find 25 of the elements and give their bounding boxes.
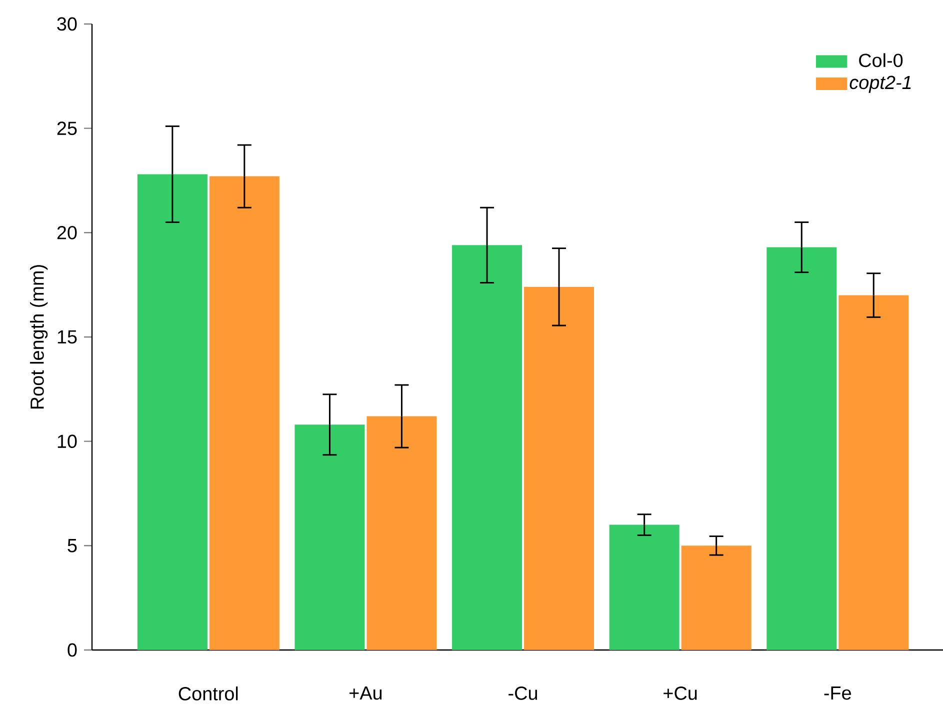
bar bbox=[294, 424, 365, 650]
y-tick-label: 25 bbox=[57, 122, 77, 136]
x-tick-label: +Au bbox=[350, 686, 382, 700]
y-tick-label: 0 bbox=[68, 643, 77, 657]
bar bbox=[137, 174, 208, 650]
y-tick-label: 10 bbox=[58, 434, 77, 448]
legend-label: Col-0 bbox=[859, 53, 903, 68]
y-tick-label: 15 bbox=[58, 330, 77, 344]
bar bbox=[838, 295, 909, 650]
bar bbox=[209, 176, 280, 650]
y-tick-label: 20 bbox=[57, 226, 77, 240]
bar bbox=[681, 546, 752, 650]
x-tick-label: -Cu bbox=[508, 686, 538, 700]
y-axis-title: Root length (mm) bbox=[30, 265, 48, 409]
x-tick-label: Control bbox=[178, 686, 238, 700]
bar bbox=[524, 286, 594, 650]
bar bbox=[452, 245, 522, 650]
bar bbox=[766, 247, 837, 650]
bar bbox=[366, 416, 437, 650]
x-tick-label: +Cu bbox=[664, 686, 697, 700]
legend-label: copt2-1 bbox=[850, 76, 911, 93]
x-tick-label: -Fe bbox=[824, 686, 851, 700]
y-tick-label: 5 bbox=[68, 539, 77, 552]
bar bbox=[609, 524, 680, 650]
y-tick-label: 30 bbox=[57, 17, 77, 31]
